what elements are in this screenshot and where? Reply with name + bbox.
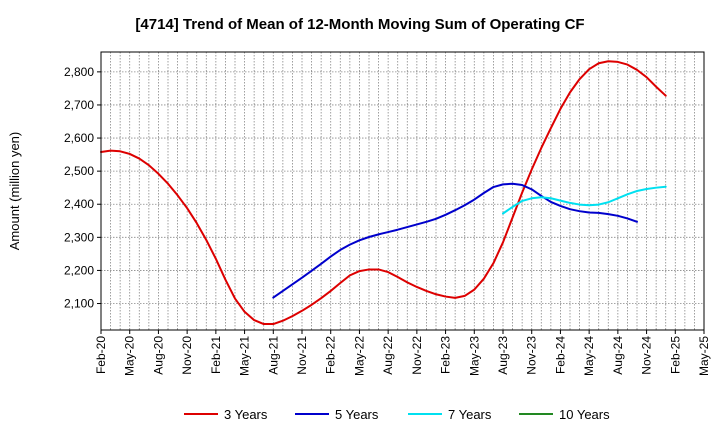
legend: 3 Years 5 Years 7 Years 10 Years [184,407,610,422]
x-tick-label: Aug-23 [496,336,510,375]
y-tick-label: 2,400 [64,197,94,211]
x-tick-label: Feb-20 [94,336,108,374]
y-tick-label: 2,300 [64,230,94,244]
grid [101,52,704,330]
x-tick-label: Nov-24 [640,336,654,375]
x-tick-label: Nov-23 [525,336,539,375]
x-tick-label: Feb-21 [209,336,223,374]
x-tick-label: Aug-22 [381,336,395,375]
x-tick-label: Feb-24 [553,336,567,374]
y-tick-label: 2,800 [64,65,94,79]
y-axis-label: Amount (million yen) [7,132,22,251]
x-tick-label: Aug-21 [266,336,280,375]
x-tick-label: Nov-20 [180,336,194,375]
y-tick-labels: 2,100 2,200 2,300 2,400 2,500 2,600 2,700 2,800 [64,65,101,311]
x-tick-label: May-21 [238,336,252,376]
series-line-3-years [100,60,667,326]
series-lines [100,60,667,326]
y-tick-label: 2,500 [64,164,94,178]
y-tick-label: 2,100 [64,297,94,311]
x-tick-label: May-20 [123,336,137,376]
x-tick-label: Nov-22 [410,336,424,375]
x-tick-label: Feb-22 [324,336,338,374]
x-tick-labels: Feb-20 May-20 Aug-20 Nov-20 Feb-21 May-21 Aug-… [94,330,711,376]
legend-label: 7 Years [448,407,492,422]
chart-title: [4714] Trend of Mean of 12-Month Moving … [135,16,584,33]
x-tick-label: May-25 [697,336,711,376]
x-tick-label: Aug-24 [611,336,625,375]
x-tick-label: Feb-23 [439,336,453,374]
plot-frame [100,51,705,331]
legend-label: 3 Years [224,407,268,422]
y-tick-label: 2,200 [64,263,94,277]
y-tick-label: 2,600 [64,131,94,145]
legend-label: 5 Years [335,407,379,422]
x-tick-label: May-24 [582,336,596,376]
y-tick-label: 2,700 [64,98,94,112]
legend-label: 10 Years [559,407,610,422]
x-tick-label: Feb-25 [668,336,682,374]
series-line-5-years [272,182,638,299]
x-tick-label: May-23 [467,336,481,376]
x-tick-label: Aug-20 [151,336,165,375]
x-tick-label: Nov-21 [295,336,309,375]
series-line-7-years [502,185,667,215]
x-tick-label: May-22 [352,336,366,376]
